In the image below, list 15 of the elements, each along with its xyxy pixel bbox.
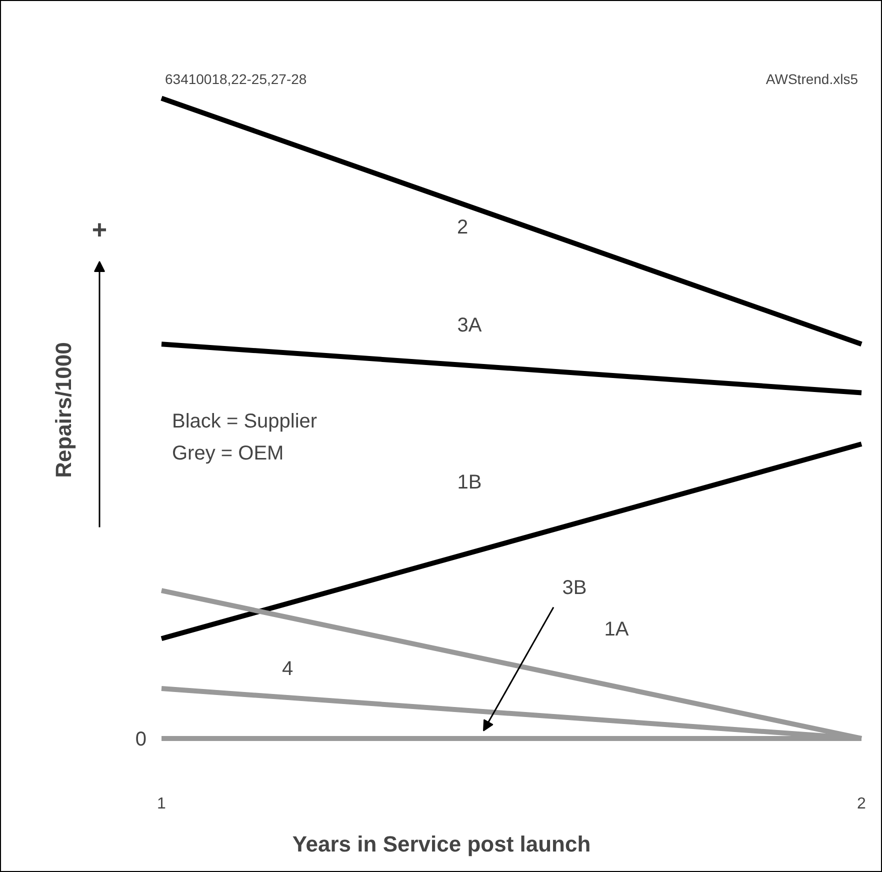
text: 1B bbox=[457, 471, 482, 494]
text: 1A bbox=[604, 618, 630, 641]
annotation: Grey = OEM bbox=[172, 442, 284, 465]
text: 0 bbox=[135, 728, 146, 750]
text: 63410018,22-25,27-28 bbox=[165, 71, 307, 88]
series-label: 3A bbox=[457, 314, 482, 337]
text: + bbox=[92, 214, 108, 244]
series-label: 2 bbox=[456, 216, 468, 238]
text: AWStrend.xls5 bbox=[766, 71, 858, 88]
x-axis-title: Years in Service post launch bbox=[292, 832, 591, 856]
text: 3B bbox=[562, 577, 587, 600]
series-label: 4 bbox=[282, 658, 294, 680]
annotation: Black = Supplier bbox=[172, 410, 318, 433]
x-tick-label: 1 bbox=[157, 796, 166, 812]
y-axis-title: Repairs/1000 bbox=[51, 342, 76, 478]
